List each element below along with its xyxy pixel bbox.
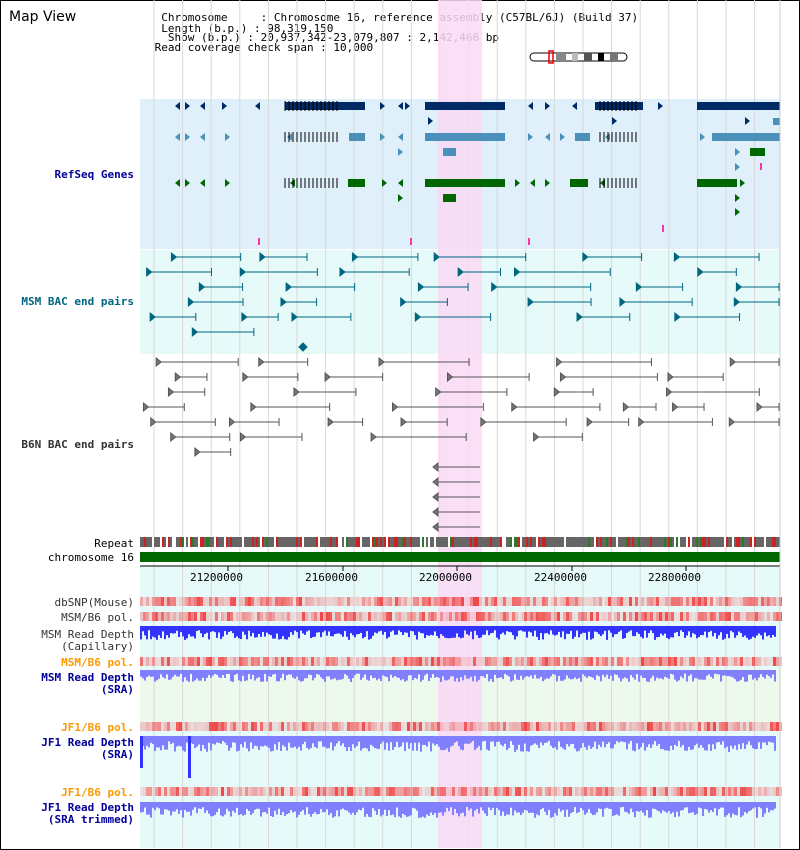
track-label-msm-b6-pol-2[interactable]: MSM/B6 pol. bbox=[61, 656, 134, 669]
track-label-dbsnp[interactable]: dbSNP(Mouse) bbox=[54, 596, 134, 609]
track-label-msm-depth-sra-1[interactable]: MSM Read Depth bbox=[41, 671, 134, 684]
msm-b6-pol-track-2 bbox=[140, 657, 782, 666]
track-label-msm-depth-cap-2: (Capillary) bbox=[61, 640, 134, 653]
track-label-repeat[interactable]: Repeat bbox=[94, 537, 134, 550]
tick-label-4: 22400000 bbox=[534, 571, 587, 584]
track-label-jf1-b6-pol-1[interactable]: JF1/B6 pol. bbox=[61, 721, 134, 734]
dbsnp-track bbox=[140, 597, 782, 606]
track-label-jf1-depth-sra-2: (SRA) bbox=[100, 748, 134, 761]
msm-read-depth-capillary-track bbox=[140, 626, 776, 640]
map-view-title: Map View bbox=[9, 9, 77, 25]
msm-b6-pol-track-1 bbox=[140, 612, 782, 621]
tick-label-3: 22000000 bbox=[419, 571, 472, 584]
track-label-b6n-bac[interactable]: B6N BAC end pairs bbox=[21, 438, 134, 451]
track-label-jf1-b6-pol-2[interactable]: JF1/B6 pol. bbox=[61, 786, 134, 799]
track-label-jf1-depth-trim-2: (SRA trimmed) bbox=[47, 813, 134, 826]
length-info: Length (b.p.) : 98,319,150 bbox=[148, 22, 334, 35]
jf1-b6-pol-track-2 bbox=[140, 787, 782, 796]
axis-ticks bbox=[227, 566, 687, 571]
coverage-span-info: Read coverage check span : 10,000 bbox=[148, 41, 374, 54]
chromosome-bar bbox=[140, 552, 780, 562]
tick-label-2: 21600000 bbox=[305, 571, 358, 584]
tick-label-1: 21200000 bbox=[190, 571, 243, 584]
msm-bac-features bbox=[146, 251, 780, 352]
repeat-track bbox=[140, 537, 780, 547]
tick-label-5: 22800000 bbox=[648, 571, 701, 584]
msm-read-depth-sra-track bbox=[140, 670, 776, 682]
track-label-jf1-depth-sra-1[interactable]: JF1 Read Depth bbox=[41, 736, 134, 749]
track-label-chromosome[interactable]: chromosome 16 bbox=[47, 551, 134, 564]
track-label-jf1-depth-trim-1[interactable]: JF1 Read Depth bbox=[41, 801, 134, 814]
track-label-msm-b6-pol-1[interactable]: MSM/B6 pol. bbox=[61, 611, 134, 624]
b6n-bac-features bbox=[142, 356, 780, 533]
track-label-refseq[interactable]: RefSeq Genes bbox=[54, 168, 134, 181]
track-label-msm-depth-cap-1[interactable]: MSM Read Depth bbox=[41, 628, 134, 641]
chromosome-ideogram bbox=[529, 50, 628, 64]
track-label-msm-bac[interactable]: MSM BAC end pairs bbox=[21, 295, 134, 308]
refseq-gene-features bbox=[175, 101, 780, 245]
jf1-read-depth-trim-track bbox=[140, 802, 776, 818]
track-label-msm-depth-sra-2: (SRA) bbox=[100, 683, 134, 696]
jf1-read-depth-sra-track bbox=[140, 736, 776, 778]
jf1-b6-pol-track-1 bbox=[140, 722, 782, 731]
highlight-region bbox=[438, 0, 482, 848]
